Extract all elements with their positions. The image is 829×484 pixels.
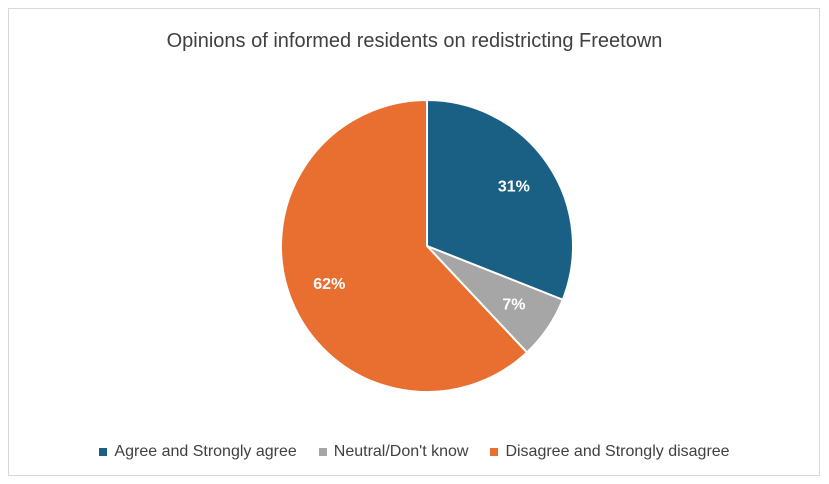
legend-item-agree: Agree and Strongly agree bbox=[99, 443, 297, 461]
chart-legend: Agree and Strongly agree Neutral/Don't k… bbox=[0, 443, 829, 461]
legend-item-disagree: Disagree and Strongly disagree bbox=[490, 443, 730, 461]
data-label-disagree: 62% bbox=[313, 276, 345, 293]
pie-slice-disagree bbox=[279, 99, 528, 393]
legend-label-disagree: Disagree and Strongly disagree bbox=[505, 443, 730, 460]
data-label-neutral: 7% bbox=[502, 297, 525, 314]
pie-slice-agree bbox=[426, 99, 574, 301]
legend-swatch-disagree bbox=[490, 448, 499, 456]
chart-title: Opinions of informed residents on redist… bbox=[166, 30, 663, 52]
data-label-agree: 31% bbox=[498, 178, 530, 195]
legend-label-neutral: Neutral/Don't know bbox=[333, 443, 469, 460]
legend-item-neutral: Neutral/Don't know bbox=[318, 443, 469, 461]
legend-swatch-neutral bbox=[318, 448, 327, 456]
legend-swatch-agree bbox=[99, 448, 108, 456]
legend-label-agree: Agree and Strongly agree bbox=[114, 443, 297, 460]
